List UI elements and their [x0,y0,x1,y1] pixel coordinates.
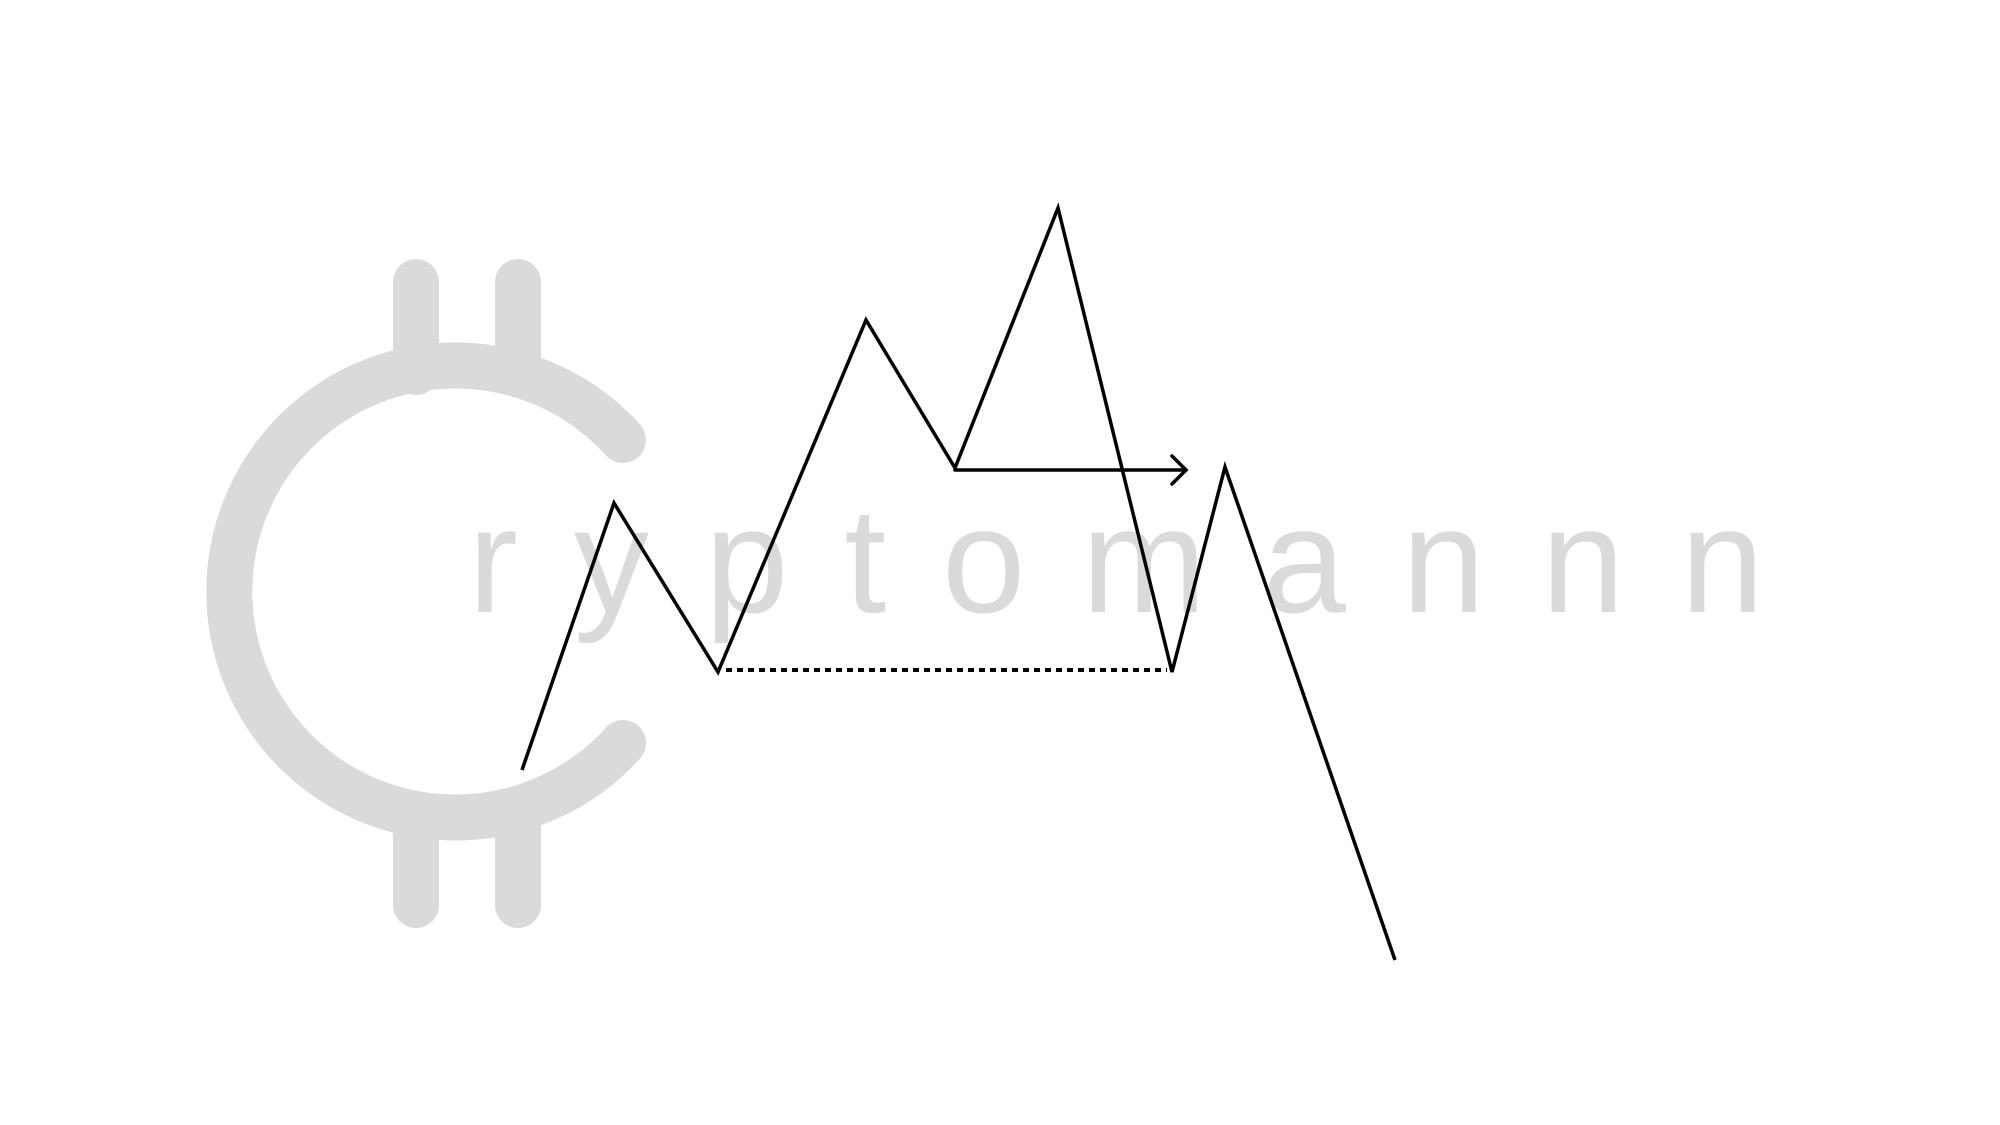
coin-c-icon [206,259,646,928]
arrow-right-icon [953,454,1189,486]
coin-c-arc [206,342,646,841]
price-path-line [520,202,1397,961]
arrow-head [1170,454,1189,486]
